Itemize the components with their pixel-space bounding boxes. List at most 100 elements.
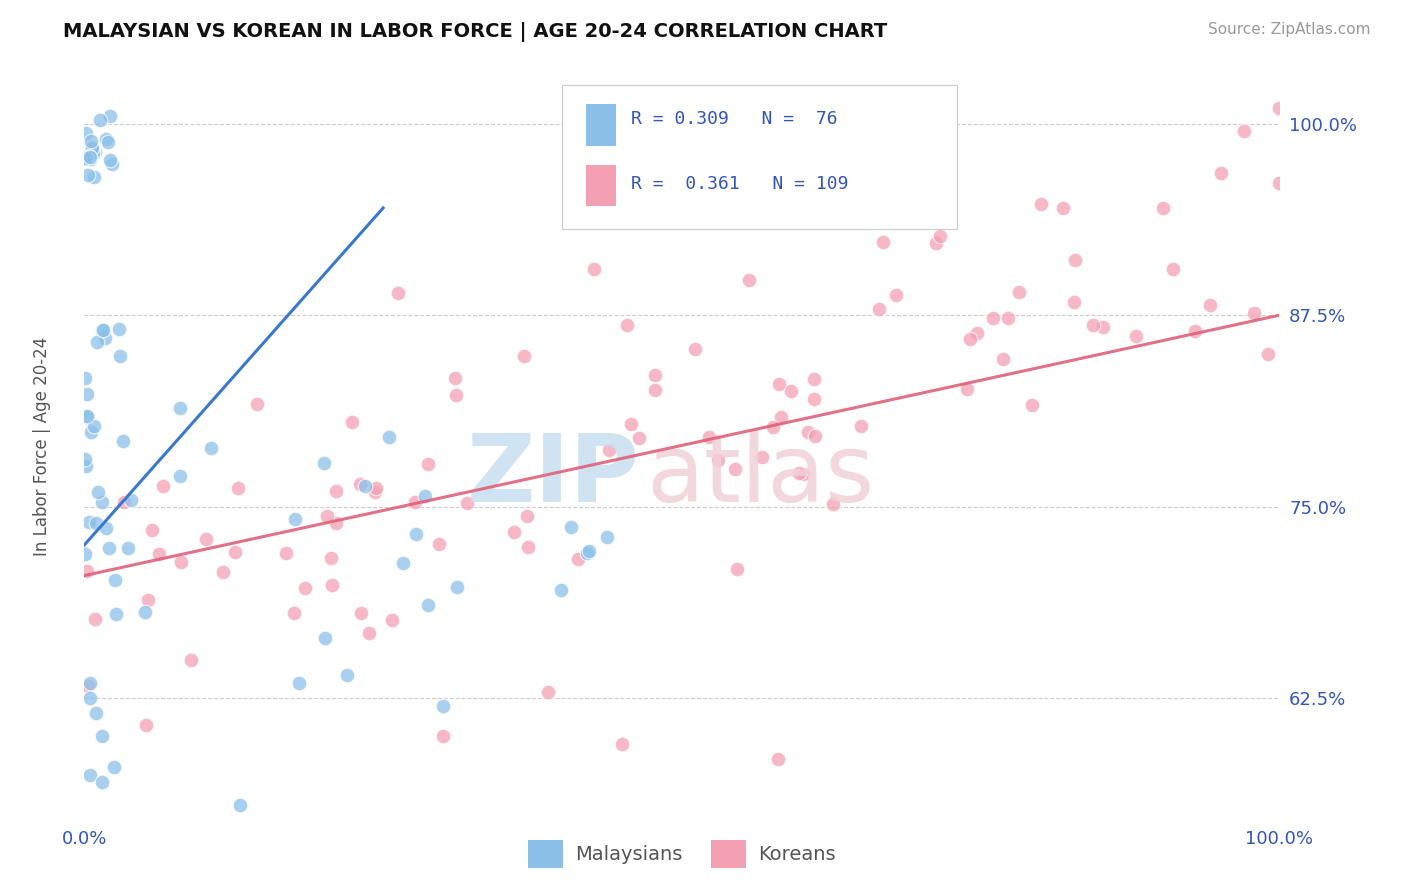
Point (779, 384, 801, 399)
Point (83, 170, 105, 185)
Point (134, 605, 156, 619)
Point (981, 310, 1004, 325)
Point (284, 512, 307, 526)
Point (576, 546, 599, 560)
Point (1063, 295, 1085, 310)
Point (200, 441, 222, 455)
Point (104, 607, 127, 622)
Point (392, 556, 415, 570)
Point (1052, 201, 1074, 215)
Point (1064, 253, 1087, 268)
Point (787, 466, 810, 480)
Point (86, 706, 108, 721)
Point (76, 387, 98, 401)
Point (612, 737, 634, 751)
Point (432, 698, 454, 713)
Point (567, 552, 589, 566)
Point (288, 675, 311, 690)
Point (169, 401, 191, 415)
Point (1031, 197, 1053, 211)
Point (413, 489, 436, 503)
Point (325, 483, 347, 498)
Point (77, 679, 100, 693)
Point (141, 524, 163, 538)
Text: Source: ZipAtlas.com: Source: ZipAtlas.com (1208, 22, 1371, 37)
Point (416, 457, 439, 471)
Point (1161, 262, 1184, 277)
Point (381, 613, 404, 627)
Text: In Labor Force | Age 20-24: In Labor Force | Age 20-24 (34, 336, 51, 556)
Point (644, 368, 666, 383)
FancyBboxPatch shape (562, 85, 957, 229)
Point (578, 544, 600, 558)
Point (849, 418, 872, 433)
Point (194, 532, 217, 546)
Point (868, 302, 890, 317)
Point (516, 540, 538, 554)
Point (378, 429, 401, 443)
Point (226, 481, 249, 495)
Point (628, 431, 651, 445)
Text: MALAYSIAN VS KOREAN IN LABOR FORCE | AGE 20-24 CORRELATION CHART: MALAYSIAN VS KOREAN IN LABOR FORCE | AGE… (63, 22, 887, 42)
Point (697, 430, 720, 444)
Point (336, 668, 359, 682)
Point (75, 371, 97, 385)
Point (135, 718, 157, 732)
Point (79, 691, 101, 706)
Point (796, 425, 818, 440)
Point (792, 467, 814, 482)
Point (404, 494, 426, 508)
Point (82, 145, 104, 160)
Point (1184, 324, 1206, 338)
Point (152, 478, 174, 492)
Point (769, 410, 792, 425)
Point (966, 326, 988, 340)
Point (98, 541, 121, 555)
Point (75, 151, 97, 165)
Point (444, 388, 467, 402)
Point (683, 342, 706, 356)
Point (1081, 318, 1104, 332)
Point (762, 420, 785, 434)
Point (804, 429, 827, 443)
Point (516, 508, 538, 523)
Point (86, 516, 108, 530)
Point (416, 598, 439, 612)
Point (294, 581, 316, 595)
Point (87, 485, 110, 500)
Point (148, 547, 170, 561)
Point (340, 415, 363, 429)
Point (1243, 306, 1265, 320)
Point (120, 492, 142, 507)
Point (353, 479, 375, 493)
Point (427, 537, 450, 551)
Point (446, 581, 468, 595)
Point (993, 352, 1015, 367)
Point (364, 485, 387, 500)
Point (76, 564, 98, 578)
FancyBboxPatch shape (586, 165, 616, 207)
Point (96, 521, 118, 535)
Point (212, 565, 235, 579)
Point (537, 685, 560, 699)
Point (1233, 124, 1256, 138)
Point (366, 481, 388, 495)
Point (98, 153, 121, 167)
Point (314, 631, 336, 645)
Point (169, 468, 191, 483)
Point (616, 318, 638, 332)
Point (76, 409, 98, 424)
Point (94, 331, 117, 345)
Point (319, 551, 342, 566)
Point (75, 126, 97, 140)
Point (925, 236, 948, 251)
Point (75, 458, 97, 473)
Point (768, 377, 790, 392)
Text: R = 0.309   N =  76: R = 0.309 N = 76 (630, 111, 837, 128)
Point (91, 730, 114, 744)
Point (620, 417, 643, 432)
Point (112, 434, 135, 448)
Point (94, 132, 117, 146)
Point (432, 730, 454, 744)
Point (76, 409, 98, 423)
